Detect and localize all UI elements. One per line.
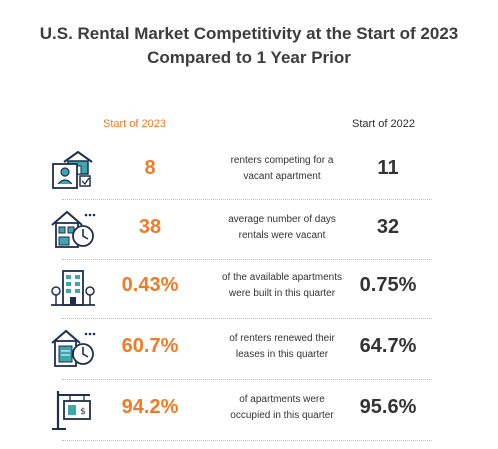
table-row: 38 average number of days rentals were v… bbox=[50, 201, 430, 259]
lease-clock-icon bbox=[50, 326, 96, 370]
description-line-1: average number of days bbox=[228, 214, 336, 225]
svg-text:$: $ bbox=[80, 407, 86, 417]
row-divider bbox=[62, 199, 432, 200]
for-rent-sign-icon: $ bbox=[50, 387, 96, 431]
description-line-2: rentals were vacant bbox=[238, 230, 326, 241]
value-2023: 94.2% bbox=[121, 396, 179, 418]
value-2022: 32 bbox=[376, 216, 400, 238]
value-2023: 0.43% bbox=[121, 274, 179, 296]
apartment-building-icon bbox=[50, 265, 96, 309]
title-line-2: Compared to 1 Year Prior bbox=[147, 48, 351, 67]
description-line-1: of renters renewed their bbox=[229, 333, 335, 344]
house-clock-icon bbox=[50, 207, 96, 251]
description-line-1: renters competing for a bbox=[230, 155, 334, 166]
description-line-1: of the available apartments bbox=[221, 272, 343, 283]
table-row: $ 94.2% of apartments were occupied in t… bbox=[50, 381, 430, 439]
value-2022: 95.6% bbox=[359, 396, 417, 418]
row-divider bbox=[62, 379, 432, 380]
row-description: of apartments were occupied in this quar… bbox=[202, 392, 362, 424]
description-line-2: occupied in this quarter bbox=[230, 410, 334, 421]
description-line-1: of apartments were bbox=[239, 394, 325, 405]
row-divider bbox=[62, 318, 432, 319]
value-2023: 38 bbox=[138, 216, 162, 238]
description-line-2: vacant apartment bbox=[243, 171, 321, 182]
row-description: of the available apartments were built i… bbox=[202, 270, 362, 302]
table-row: 0.43% of the available apartments were b… bbox=[50, 259, 430, 317]
row-description: of renters renewed their leases in this … bbox=[202, 331, 362, 363]
row-description: renters competing for a vacant apartment bbox=[202, 153, 362, 185]
description-line-2: leases in this quarter bbox=[235, 349, 329, 360]
row-description: average number of days rentals were vaca… bbox=[202, 212, 362, 244]
value-2022: 11 bbox=[377, 157, 399, 179]
column-header-2022: Start of 2022 bbox=[352, 118, 415, 130]
value-2023: 60.7% bbox=[121, 335, 179, 357]
value-2023: 8 bbox=[144, 157, 156, 179]
table-row: 8 renters competing for a vacant apartme… bbox=[50, 142, 430, 200]
value-2022: 0.75% bbox=[359, 274, 417, 296]
renters-house-icon bbox=[50, 148, 96, 192]
row-divider bbox=[62, 440, 432, 441]
title-line-1: U.S. Rental Market Competitivity at the … bbox=[39, 24, 459, 43]
column-header-2023: Start of 2023 bbox=[103, 118, 166, 130]
row-divider bbox=[62, 259, 432, 260]
description-line-2: were built in this quarter bbox=[228, 288, 336, 299]
value-2022: 64.7% bbox=[359, 335, 417, 357]
chart-title: U.S. Rental Market Competitivity at the … bbox=[0, 22, 498, 70]
table-row: 60.7% of renters renewed their leases in… bbox=[50, 320, 430, 378]
